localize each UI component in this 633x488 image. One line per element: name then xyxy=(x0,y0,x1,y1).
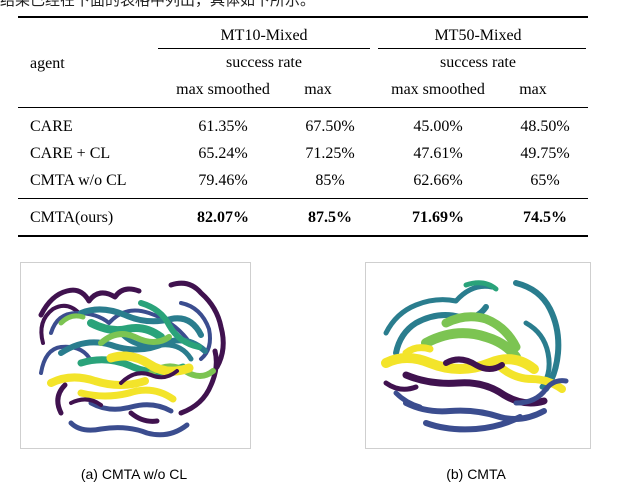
agent-header: agent xyxy=(30,55,65,72)
row-value: 65.24% xyxy=(198,145,248,162)
metric-header-mt10: success rate xyxy=(226,54,302,71)
col-header-mt10-max-smoothed: max smoothed xyxy=(176,81,270,98)
group-header-mt50: MT50-Mixed xyxy=(434,27,522,44)
row-value: 45.00% xyxy=(413,118,463,135)
group-header-mt10: MT10-Mixed xyxy=(220,27,308,44)
figure-b-caption: (b) CMTA xyxy=(446,466,506,482)
body-rule xyxy=(18,198,588,199)
row-value-best: 71.69% xyxy=(412,209,464,226)
row-value: 48.50% xyxy=(520,118,570,135)
row-agent: CMTA(ours) xyxy=(30,209,114,226)
group-rule-mt50 xyxy=(378,48,586,49)
col-header-mt50-max-smoothed: max smoothed xyxy=(391,81,485,98)
row-value-best: 74.5% xyxy=(523,209,567,226)
row-value: 65% xyxy=(530,172,560,189)
col-header-mt50-max: max xyxy=(519,81,547,98)
group-rule-mt10 xyxy=(158,48,370,49)
row-value-best: 82.07% xyxy=(197,209,249,226)
metric-header-mt50: success rate xyxy=(440,54,516,71)
row-value: 85% xyxy=(315,172,345,189)
row-value: 61.35% xyxy=(198,118,248,135)
col-header-mt10-max: max xyxy=(304,81,332,98)
row-agent: CARE + CL xyxy=(30,145,111,162)
tsne-plot-b xyxy=(365,262,591,449)
table-top-rule xyxy=(18,16,588,18)
tsne-plot-a xyxy=(20,262,251,449)
figure-a-caption: (a) CMTA w/o CL xyxy=(80,466,188,482)
row-value: 67.50% xyxy=(305,118,355,135)
row-value: 47.61% xyxy=(413,145,463,162)
truncated-heading: 结果已经在下面的表格中列出，具体如下所示。 xyxy=(0,0,316,9)
row-value: 79.46% xyxy=(198,172,248,189)
row-value: 49.75% xyxy=(520,145,570,162)
row-agent: CARE xyxy=(30,118,73,135)
header-rule xyxy=(18,107,588,108)
row-value-best: 87.5% xyxy=(308,209,352,226)
row-agent: CMTA w/o CL xyxy=(30,172,127,189)
row-value: 71.25% xyxy=(305,145,355,162)
table-bottom-rule xyxy=(18,235,588,237)
row-value: 62.66% xyxy=(413,172,463,189)
